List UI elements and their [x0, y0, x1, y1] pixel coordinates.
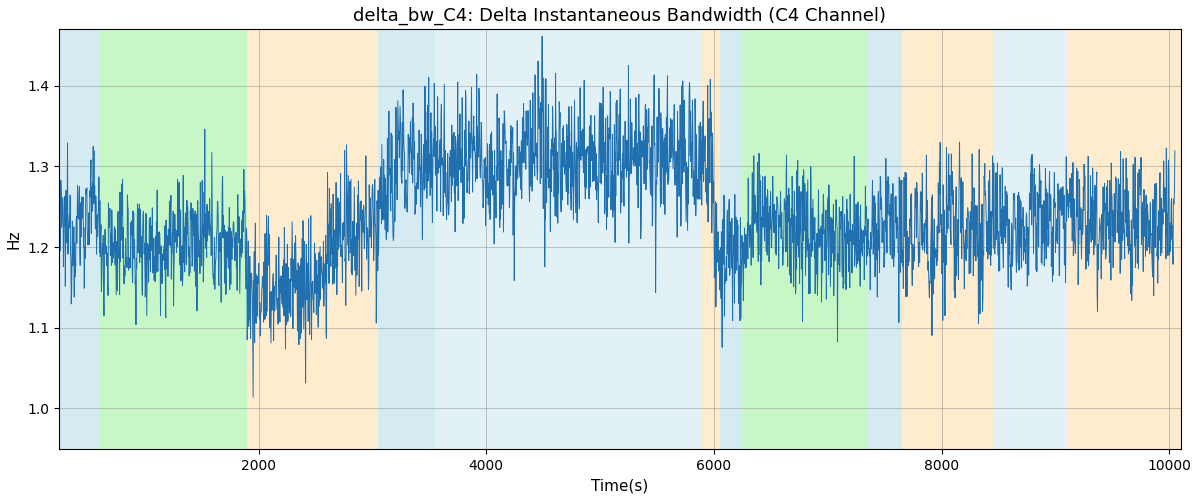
Bar — [702, 30, 720, 449]
Title: delta_bw_C4: Delta Instantaneous Bandwidth (C4 Channel): delta_bw_C4: Delta Instantaneous Bandwid… — [354, 7, 887, 25]
Bar — [59, 30, 100, 449]
Bar — [1067, 30, 1181, 449]
Bar — [901, 30, 992, 449]
Y-axis label: Hz: Hz — [7, 230, 22, 249]
Bar — [743, 30, 868, 449]
Bar — [868, 30, 901, 449]
Bar — [378, 30, 434, 449]
Bar — [247, 30, 378, 449]
Bar — [720, 30, 743, 449]
Bar — [992, 30, 1067, 449]
Bar — [100, 30, 247, 449]
X-axis label: Time(s): Time(s) — [592, 478, 648, 493]
Bar — [434, 30, 702, 449]
